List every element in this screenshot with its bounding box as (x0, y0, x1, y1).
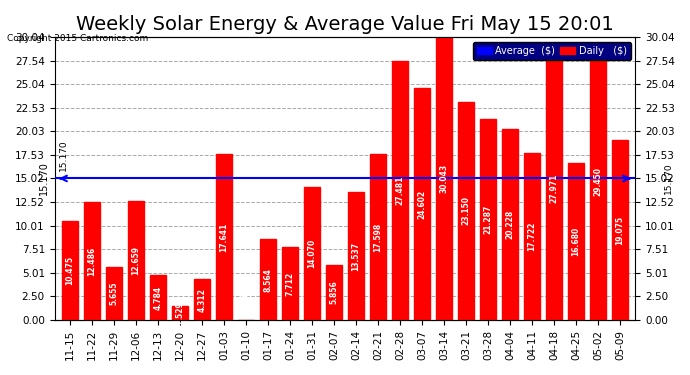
Bar (524, 153, 540, 320)
Text: 12.486: 12.486 (88, 247, 97, 276)
Text: 27.971: 27.971 (549, 174, 558, 203)
Text: 20.228: 20.228 (506, 210, 515, 239)
Text: 15.170: 15.170 (59, 140, 68, 171)
Text: 30.043: 30.043 (440, 164, 449, 193)
Bar (348, 192, 364, 320)
Bar (62, 221, 78, 320)
Bar (84, 202, 99, 320)
Bar (195, 279, 210, 320)
Text: 24.602: 24.602 (417, 189, 426, 219)
Bar (546, 57, 562, 320)
Text: 16.680: 16.680 (571, 227, 580, 256)
Text: 21.287: 21.287 (484, 205, 493, 234)
Bar (128, 201, 144, 320)
Text: Copyright 2015 Cartronics.com: Copyright 2015 Cartronics.com (7, 34, 148, 43)
Title: Weekly Solar Energy & Average Value Fri May 15 20:01: Weekly Solar Energy & Average Value Fri … (76, 15, 614, 34)
Text: 13.537: 13.537 (351, 242, 360, 271)
Text: -0.006: -0.006 (241, 288, 250, 315)
Bar (591, 42, 606, 320)
Bar (458, 102, 474, 320)
Text: 17.722: 17.722 (527, 222, 537, 251)
Text: 29.450: 29.450 (593, 167, 602, 196)
Bar (172, 306, 188, 320)
Bar (106, 267, 121, 320)
Bar (393, 61, 408, 320)
Bar (304, 188, 319, 320)
Bar (414, 88, 430, 320)
Bar (260, 239, 276, 320)
Text: 23.150: 23.150 (462, 196, 471, 225)
Text: 17.598: 17.598 (373, 222, 382, 252)
Bar (612, 140, 628, 320)
Text: 15.170: 15.170 (664, 163, 673, 194)
Bar (371, 154, 386, 320)
Bar (480, 119, 495, 320)
Text: 12.659: 12.659 (132, 246, 141, 275)
Text: 10.475: 10.475 (66, 256, 75, 285)
Text: 5.856: 5.856 (330, 280, 339, 304)
Text: 7.712: 7.712 (286, 272, 295, 296)
Bar (569, 163, 584, 320)
Text: 4.312: 4.312 (197, 288, 206, 312)
Bar (282, 248, 297, 320)
Text: 17.641: 17.641 (219, 222, 228, 252)
Text: 27.481: 27.481 (395, 176, 404, 205)
Bar (216, 154, 232, 320)
Bar (502, 129, 518, 320)
Text: 8.564: 8.564 (264, 268, 273, 292)
Bar (150, 275, 166, 320)
Text: 15.170: 15.170 (39, 162, 48, 195)
Text: 1.529: 1.529 (175, 301, 184, 325)
Bar (326, 265, 342, 320)
Text: 19.075: 19.075 (615, 216, 624, 245)
Text: 14.070: 14.070 (308, 239, 317, 268)
Text: 4.784: 4.784 (153, 285, 163, 309)
Bar (436, 37, 452, 320)
Text: 5.655: 5.655 (110, 282, 119, 305)
Legend: Average  ($), Daily   ($): Average ($), Daily ($) (473, 42, 631, 60)
